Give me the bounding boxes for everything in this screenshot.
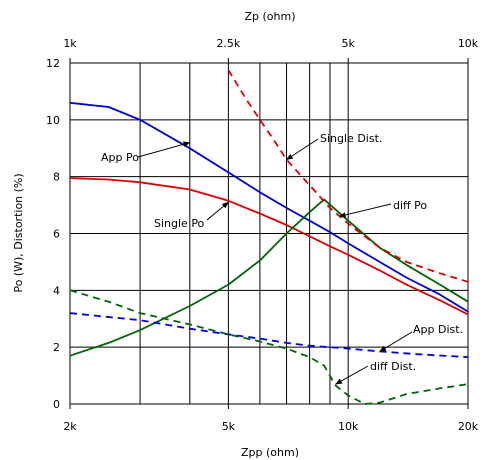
annotation-label-diff-dist: diff Dist. (370, 360, 416, 373)
annotation-arrow-app-dist (379, 331, 413, 352)
annotation-arrow-diff-dist (335, 365, 369, 385)
x-top-tick-label: 5k (342, 37, 356, 50)
annotation-label-app-po: App Po (101, 151, 139, 164)
x-bottom-tick-label: 2k (63, 420, 77, 433)
annotation-label-app-dist: App Dist. (413, 323, 463, 336)
series-line-app-dist (69, 312, 469, 358)
annotation-label-single-po: Single Po (154, 217, 205, 230)
annotation-arrow-single-po (206, 201, 229, 221)
x-top-tick-label: 10k (458, 37, 479, 50)
tick-labels: 0 2 4 6 8 10 12 2k 5k 10k 20k 1k 2.5k 5k 10k (46, 37, 479, 433)
annotation-arrow-app-po (137, 141, 191, 158)
y-tick-label: 10 (46, 114, 60, 127)
y-tick-label: 6 (53, 228, 60, 241)
annotation-arrow-diff-po (338, 203, 392, 218)
x-top-tick-label: 1k (63, 37, 77, 50)
annotation-label-diff-po: diff Po (393, 199, 427, 212)
x-bottom-axis-title: Zpp (ohm) (241, 446, 299, 459)
y-tick-label: 8 (53, 171, 60, 184)
x-bottom-tick-label: 10k (338, 420, 359, 433)
annotation-label-single-dist: Single Dist. (320, 132, 382, 145)
series-lines (69, 69, 469, 405)
x-bottom-tick-label: 20k (458, 420, 479, 433)
annotations: App Po Single Po Single Dist. diff Po App Di… (101, 132, 463, 385)
y-tick-label: 12 (46, 57, 60, 70)
series-line-app-po (69, 101, 469, 313)
y-tick-label: 2 (53, 341, 60, 354)
annotation-arrow-single-dist (285, 138, 319, 161)
x-bottom-tick-label: 5k (222, 420, 236, 433)
plot-frame (69, 62, 469, 405)
x-top-tick-label: 2.5k (216, 37, 240, 50)
y-tick-label: 0 (53, 398, 60, 411)
series-line-single-dist (227, 69, 469, 283)
series-line-diff-dist (69, 289, 469, 405)
y-axis-title: Po (W), Distortion (%) (12, 173, 25, 292)
series-line-single-po (69, 177, 469, 316)
series-line-diff-po (69, 198, 469, 357)
grid (69, 58, 469, 409)
y-tick-label: 4 (53, 284, 60, 297)
x-top-axis-title: Zp (ohm) (244, 10, 295, 23)
